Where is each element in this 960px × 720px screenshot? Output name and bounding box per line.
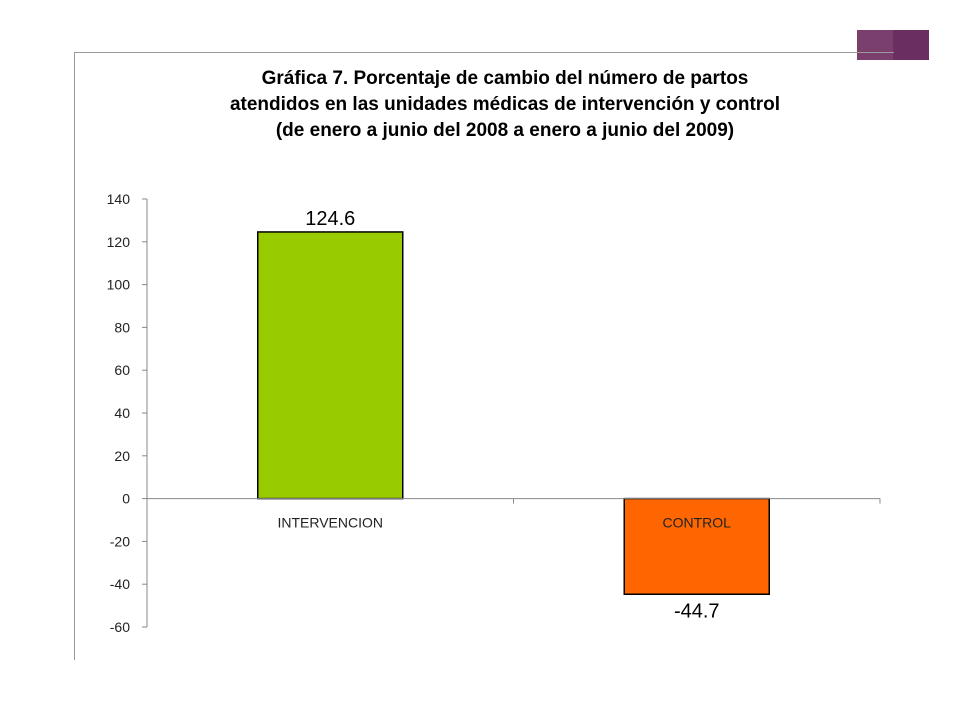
accent-block-right (893, 30, 929, 60)
data-label: -44.7 (674, 600, 720, 622)
y-tick-label: 100 (107, 277, 131, 293)
data-label: 124.6 (305, 208, 355, 230)
y-tick-label: 60 (114, 362, 130, 378)
frame-left-line (74, 52, 75, 660)
y-tick-label: 0 (122, 491, 130, 507)
x-axis: INTERVENCION CONTROL (147, 498, 881, 531)
y-tick-label: -40 (110, 576, 130, 592)
y-tick-label: 40 (114, 405, 130, 421)
bars (257, 231, 770, 596)
y-axis: 140 120 100 80 60 40 20 0 -20 -40 -60 (107, 191, 148, 635)
y-tick-label: 140 (107, 191, 131, 207)
y-tick-label: -60 (110, 619, 130, 635)
data-labels: 124.6 -44.7 (305, 208, 719, 622)
chart-title-line-1: Gráfica 7. Porcentaje de cambio del núme… (261, 68, 749, 89)
x-category-label: INTERVENCION (277, 515, 383, 531)
accent-block-left (857, 30, 893, 60)
y-tick-label: -20 (110, 533, 130, 549)
x-category-label: CONTROL (663, 515, 732, 531)
y-tick-label: 20 (114, 448, 130, 464)
bar-intervencion (257, 231, 404, 500)
frame-top-line (74, 52, 894, 53)
bar-control (623, 497, 770, 596)
chart-title-line-3: (de enero a junio del 2008 a enero a jun… (275, 120, 735, 141)
y-tick-label: 120 (107, 234, 131, 250)
chart-title: Gráfica 7. Porcentaje de cambio del núme… (140, 66, 870, 144)
y-tick-label: 80 (114, 319, 130, 335)
chart-title-line-2: atendidos en las unidades médicas de int… (229, 94, 781, 115)
